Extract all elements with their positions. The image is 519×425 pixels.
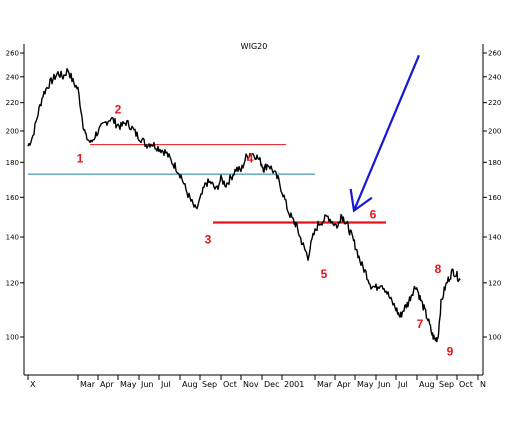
x-tick-label: 2001 <box>284 380 304 389</box>
y-axis-right: 100 120 140 160 180 200 220 240 260 <box>483 50 501 342</box>
y-tick-label-left: 200 <box>6 127 19 135</box>
y-tick-label-left: 120 <box>6 279 19 287</box>
wave-label-2: 2 <box>115 103 122 117</box>
x-tick-label: Aug <box>182 380 198 389</box>
x-tick-label: Oct <box>459 380 473 389</box>
wave-labels: 1 2 3 4 5 6 7 8 9 <box>77 103 454 359</box>
wave-label-3: 3 <box>205 232 212 246</box>
wave-label-7: 7 <box>417 317 424 331</box>
x-tick-label: Jun <box>377 380 391 389</box>
wave-label-8: 8 <box>435 262 442 276</box>
arrows <box>349 54 421 213</box>
y-tick-label-right: 140 <box>488 233 501 241</box>
y-tick-label-left: 220 <box>6 99 19 107</box>
y-tick-label-left: 160 <box>6 194 19 202</box>
y-tick-label-right: 200 <box>488 127 501 135</box>
y-tick-label-right: 120 <box>488 279 501 287</box>
wave-label-4: 4 <box>247 151 254 165</box>
y-axis-left: 100 120 140 160 180 200 220 240 260 <box>6 50 24 342</box>
y-tick-label-left: 260 <box>6 50 19 58</box>
x-tick-label: Apr <box>337 380 352 389</box>
x-tick-label: Jul <box>397 380 408 389</box>
blue-arrow-shaft <box>352 54 421 212</box>
x-tick-label: Mar <box>317 380 333 389</box>
wave-label-5: 5 <box>321 267 328 281</box>
x-tick-label: X <box>30 380 36 389</box>
y-tick-label-left: 100 <box>6 334 19 342</box>
chart-title: WIG20 <box>241 42 268 51</box>
horizontal-lines <box>28 144 386 224</box>
y-tick-label-right: 100 <box>488 334 501 342</box>
y-tick-label-right: 160 <box>488 194 501 202</box>
x-tick-label: Aug <box>419 380 435 389</box>
x-tick-label: May <box>120 380 137 389</box>
x-tick-label: N <box>480 380 486 389</box>
y-tick-label-right: 180 <box>488 159 501 167</box>
wave-label-9: 9 <box>447 344 454 358</box>
x-tick-label: Nov <box>243 380 259 389</box>
y-tick-label-left: 240 <box>6 73 19 81</box>
x-tick-label: Apr <box>100 380 115 389</box>
blue-arrow-head <box>349 188 373 213</box>
x-tick-label: Oct <box>223 380 237 389</box>
y-tick-label-right: 220 <box>488 99 501 107</box>
plot-frame <box>23 44 484 376</box>
x-tick-label: Sep <box>202 380 217 389</box>
price-series <box>27 68 461 343</box>
y-tick-label-left: 180 <box>6 159 19 167</box>
y-tick-label-left: 140 <box>6 233 19 241</box>
x-tick-label: Dec <box>264 380 279 389</box>
x-tick-label: Sep <box>439 380 454 389</box>
y-tick-label-right: 260 <box>488 50 501 58</box>
wave-label-6: 6 <box>370 207 377 221</box>
x-tick-label: Jul <box>160 380 171 389</box>
wave-label-1: 1 <box>77 151 84 165</box>
x-axis: X Mar Apr May Jun Jul Aug Sep Oct Nov Dec 2001 Mar Ap… <box>27 375 486 389</box>
x-tick-label: Mar <box>80 380 96 389</box>
x-tick-label: May <box>357 380 374 389</box>
x-tick-label: Jun <box>140 380 154 389</box>
price-line <box>27 68 461 343</box>
y-tick-label-right: 240 <box>488 73 501 81</box>
